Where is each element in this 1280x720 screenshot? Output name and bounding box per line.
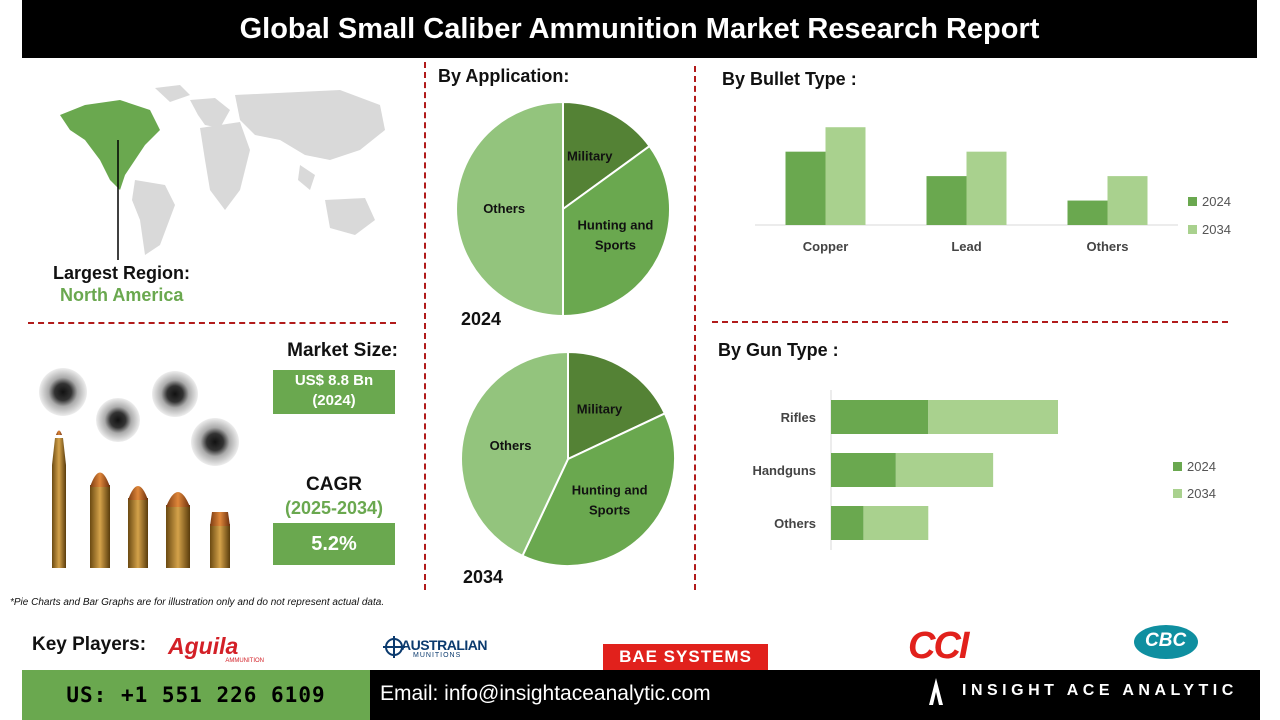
ammunition-illustration	[39, 368, 239, 568]
divider-left-vertical	[424, 62, 426, 590]
bar-others-2024	[1067, 200, 1108, 225]
bar-rifles-2034	[928, 400, 1058, 434]
application-pie-2034: Military Hunting and Sports Others	[460, 350, 676, 567]
footer-email[interactable]: Email: info@insightaceanalytic.com	[380, 682, 711, 705]
x-tick-label: Others	[1087, 239, 1129, 254]
bullet-type-chart: Copper Lead Others 2024 2034	[755, 127, 1231, 254]
y-tick-label: Others	[774, 516, 816, 531]
pie-label-others: Others	[490, 438, 532, 453]
pie-slice-military	[567, 350, 667, 461]
bar-handguns-2024	[831, 453, 896, 487]
divider-right-vertical	[694, 66, 696, 590]
pie-label-military: Military	[567, 149, 613, 164]
cartridges	[52, 430, 230, 568]
cci-logo: CCI	[908, 625, 969, 667]
cagr-label: CAGR	[306, 474, 362, 495]
world-map	[60, 85, 385, 260]
legend-swatch-2034	[1173, 489, 1182, 498]
bar-copper-2034	[825, 127, 866, 225]
market-size-year: (2024)	[312, 392, 356, 409]
bar-lead-2034	[966, 151, 1007, 225]
legend-swatch-2024	[1188, 197, 1197, 206]
y-tick-label: Handguns	[752, 463, 816, 478]
application-heading: By Application:	[438, 66, 570, 86]
australian-munitions-logo: AUSTRALIAN MUNITIONS	[383, 634, 495, 662]
aguila-logo: Aguila AMMUNITION	[168, 633, 264, 664]
bar-others-2034	[1107, 176, 1148, 225]
cbc-emblem-icon	[1134, 625, 1198, 659]
market-size-label: Market Size:	[287, 340, 398, 361]
legend-swatch-2034	[1188, 225, 1197, 234]
right-divider	[712, 321, 1228, 323]
pie-slice-military	[562, 100, 651, 211]
market-size-value: US$ 8.8 Bn (2024)	[273, 370, 395, 414]
gun-type-chart: Rifles Handguns Others 2024 2034	[752, 390, 1216, 550]
pie-slice-others	[460, 350, 569, 558]
bae-systems-logo: BAE SYSTEMS	[603, 644, 768, 670]
key-players-label: Key Players:	[32, 634, 147, 655]
footer-bar: Email: info@insightaceanalytic.com INSIG…	[370, 670, 1260, 720]
pie-label-hunting-and-sports: Hunting and Sports	[578, 218, 654, 253]
north-america-highlight	[60, 100, 160, 190]
x-tick-label: Copper	[803, 239, 849, 254]
bar-copper-2024	[785, 151, 826, 225]
bar-others-2034	[863, 506, 929, 540]
legend-label-2024: 2024	[1202, 194, 1231, 209]
footer-phone: US: +1 551 226 6109	[22, 670, 370, 720]
bullet-holes	[39, 368, 239, 466]
bar-others-2024	[831, 506, 864, 540]
legend-label-2034: 2034	[1187, 486, 1216, 501]
disclaimer: *Pie Charts and Bar Graphs are for illus…	[10, 597, 385, 608]
insight-ace-logo-icon	[929, 678, 943, 705]
market-size-amount: US$ 8.8 Bn	[294, 372, 374, 389]
left-divider	[28, 322, 396, 324]
x-tick-label: Lead	[951, 239, 981, 254]
pie-slice-others	[455, 100, 564, 318]
cbc-logo: CBC	[1133, 618, 1199, 662]
pie-label-others: Others	[483, 201, 525, 216]
pie-2024-year: 2024	[461, 309, 502, 329]
largest-region-label: Largest Region:	[53, 263, 191, 283]
cagr-period: (2025-2034)	[284, 498, 384, 518]
pie-slice-hunting-and-sports	[562, 144, 671, 318]
bar-handguns-2034	[895, 453, 994, 487]
pie-slice-hunting-and-sports	[521, 412, 676, 567]
footer-brand: INSIGHT ACE ANALYTIC	[962, 682, 1238, 699]
application-pie-2024: Military Hunting and Sports Others	[455, 100, 671, 318]
crosshair-icon	[383, 636, 405, 658]
legend-swatch-2024	[1173, 462, 1182, 471]
cagr-value: 5.2%	[273, 523, 395, 565]
report-title: Global Small Caliber Ammunition Market R…	[22, 0, 1257, 58]
pie-label-hunting-and-sports: Hunting and Sports	[572, 483, 648, 518]
legend-label-2024: 2024	[1187, 459, 1216, 474]
bullet-type-heading: By Bullet Type :	[722, 69, 857, 89]
legend-label-2034: 2034	[1202, 222, 1231, 237]
gun-type-heading: By Gun Type :	[718, 340, 839, 360]
bar-lead-2024	[926, 176, 967, 225]
largest-region-value: North America	[60, 285, 184, 305]
bar-rifles-2024	[831, 400, 929, 434]
pie-2034-year: 2034	[463, 567, 504, 587]
pie-label-military: Military	[577, 401, 623, 416]
y-tick-label: Rifles	[781, 410, 816, 425]
